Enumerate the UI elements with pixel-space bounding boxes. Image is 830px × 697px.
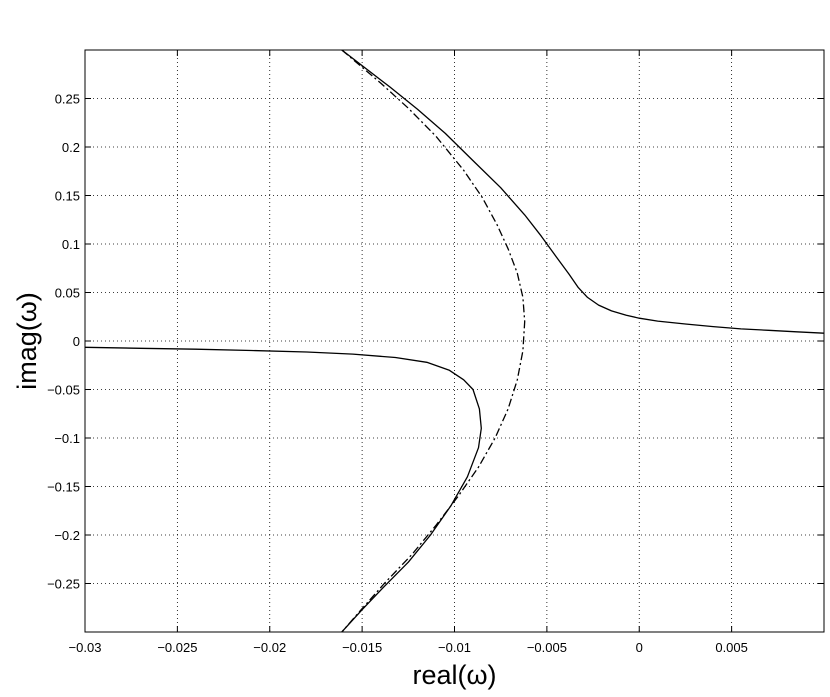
y-tick-label: −0.2: [54, 528, 80, 543]
y-tick-label: 0: [73, 334, 80, 349]
x-tick-label: −0.025: [157, 640, 197, 655]
series-layer: [85, 50, 824, 632]
series-line-2: [85, 346, 482, 632]
x-tick-label: 0: [636, 640, 643, 655]
y-tick-label: −0.15: [47, 480, 80, 495]
y-tick-label: −0.05: [47, 383, 80, 398]
series-line-1: [341, 50, 824, 334]
x-tick-label: 0.005: [715, 640, 748, 655]
y-tick-label: 0.25: [55, 92, 80, 107]
y-tick-label: 0.2: [62, 140, 80, 155]
y-tick-label: 0.15: [55, 189, 80, 204]
x-tick-label: −0.015: [342, 640, 382, 655]
x-tick-label: −0.03: [69, 640, 102, 655]
y-axis-title: imag(ω): [12, 292, 42, 390]
x-axis-title: real(ω): [412, 660, 496, 690]
y-tick-label: −0.25: [47, 577, 80, 592]
y-tick-label: 0.1: [62, 237, 80, 252]
y-tick-label: 0.05: [55, 286, 80, 301]
x-tick-label: −0.005: [527, 640, 567, 655]
x-tick-label: −0.02: [253, 640, 286, 655]
grid-layer: [84, 50, 824, 632]
series-line-3: [341, 50, 526, 632]
tick-layer: −0.03 −0.025 −0.02 −0.015 −0.01 −0.005 0 0.005 0…: [47, 50, 824, 655]
y-tick-label: −0.1: [54, 431, 80, 446]
x-tick-label: −0.01: [438, 640, 471, 655]
